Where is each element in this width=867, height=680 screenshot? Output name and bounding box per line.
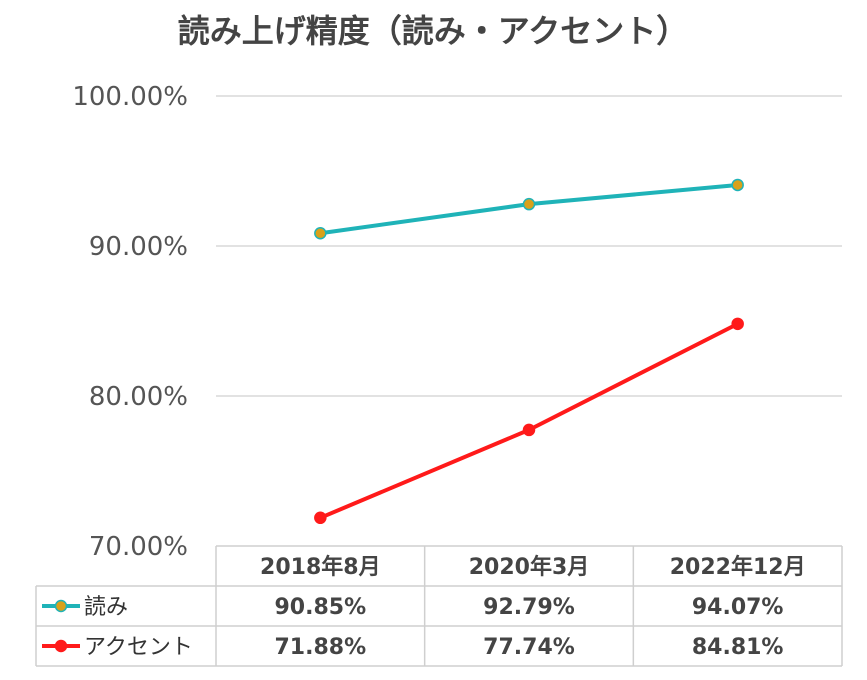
series-lines — [314, 178, 744, 525]
data-point — [522, 197, 536, 211]
series-line — [318, 321, 740, 520]
y-tick-label: 70.00% — [89, 532, 188, 562]
y-tick-label: 80.00% — [89, 382, 188, 412]
x-tick-label: 2022年12月 — [670, 554, 806, 580]
data-point — [522, 423, 536, 437]
gridlines — [216, 95, 842, 397]
y-tick-label: 100.00% — [72, 82, 188, 112]
y-axis-tick-labels: 70.00% 80.00% 90.00% 100.00% — [72, 82, 188, 562]
x-tick-label: 2018年8月 — [260, 554, 381, 580]
data-label: 90.85% — [275, 595, 367, 620]
data-label: 71.88% — [275, 635, 367, 660]
legend-label: アクセント — [84, 635, 193, 660]
data-point — [314, 511, 327, 525]
data-point — [731, 178, 744, 192]
legend-key-marker — [54, 639, 68, 653]
legend-key-marker — [54, 599, 68, 613]
data-label: 94.07% — [692, 595, 784, 620]
data-point — [314, 227, 327, 240]
chart-title: 読み上げ精度（読み・アクセント） — [178, 12, 688, 50]
y-tick-label: 90.00% — [89, 232, 188, 262]
legend-label: 読み — [84, 595, 128, 620]
data-point — [731, 317, 744, 331]
data-label: 77.74% — [483, 635, 575, 660]
x-tick-label: 2020年3月 — [469, 554, 590, 580]
data-label: 92.79% — [483, 595, 575, 620]
data-label: 84.81% — [692, 635, 784, 660]
